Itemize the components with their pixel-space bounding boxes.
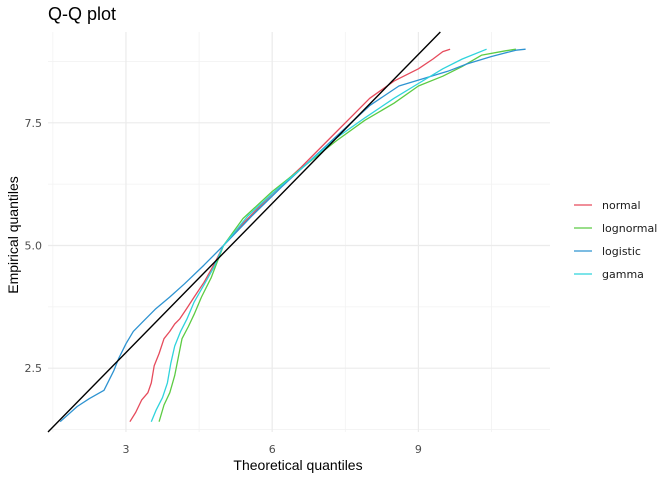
major-gridlines (48, 32, 550, 432)
minor-gridlines (48, 32, 550, 432)
legend-item-gamma: gamma (574, 268, 644, 281)
legend-item-lognormal: lognormal (574, 222, 657, 235)
x-tick-label: 3 (122, 443, 129, 456)
series-line-logistic (59, 48, 526, 423)
y-tick-label: 5.0 (25, 239, 43, 252)
legend-label-lognormal: lognormal (602, 222, 657, 235)
x-axis-title: Theoretical quantiles (233, 457, 362, 473)
legend-item-logistic: logistic (574, 245, 641, 258)
legend-label-normal: normal (602, 199, 641, 212)
y-axis-title: Empirical quantiles (5, 176, 21, 294)
x-tick-labels: 3 6 9 (122, 443, 421, 456)
y-tick-label: 7.5 (25, 117, 43, 130)
legend: normal lognormal logistic gamma (574, 199, 657, 281)
legend-item-normal: normal (574, 199, 641, 212)
chart-title: Q-Q plot (48, 4, 116, 24)
series-line-normal (129, 48, 451, 423)
x-tick-label: 6 (269, 443, 276, 456)
series-line-lognormal (158, 48, 516, 422)
y-tick-labels: 2.5 5.0 7.5 (25, 117, 43, 375)
series-lines (59, 48, 526, 423)
series-line-gamma (150, 48, 487, 422)
reference-line (47, 31, 441, 433)
y-tick-label: 2.5 (25, 362, 43, 375)
legend-label-gamma: gamma (602, 268, 644, 281)
x-tick-label: 9 (415, 443, 422, 456)
legend-label-logistic: logistic (602, 245, 641, 258)
